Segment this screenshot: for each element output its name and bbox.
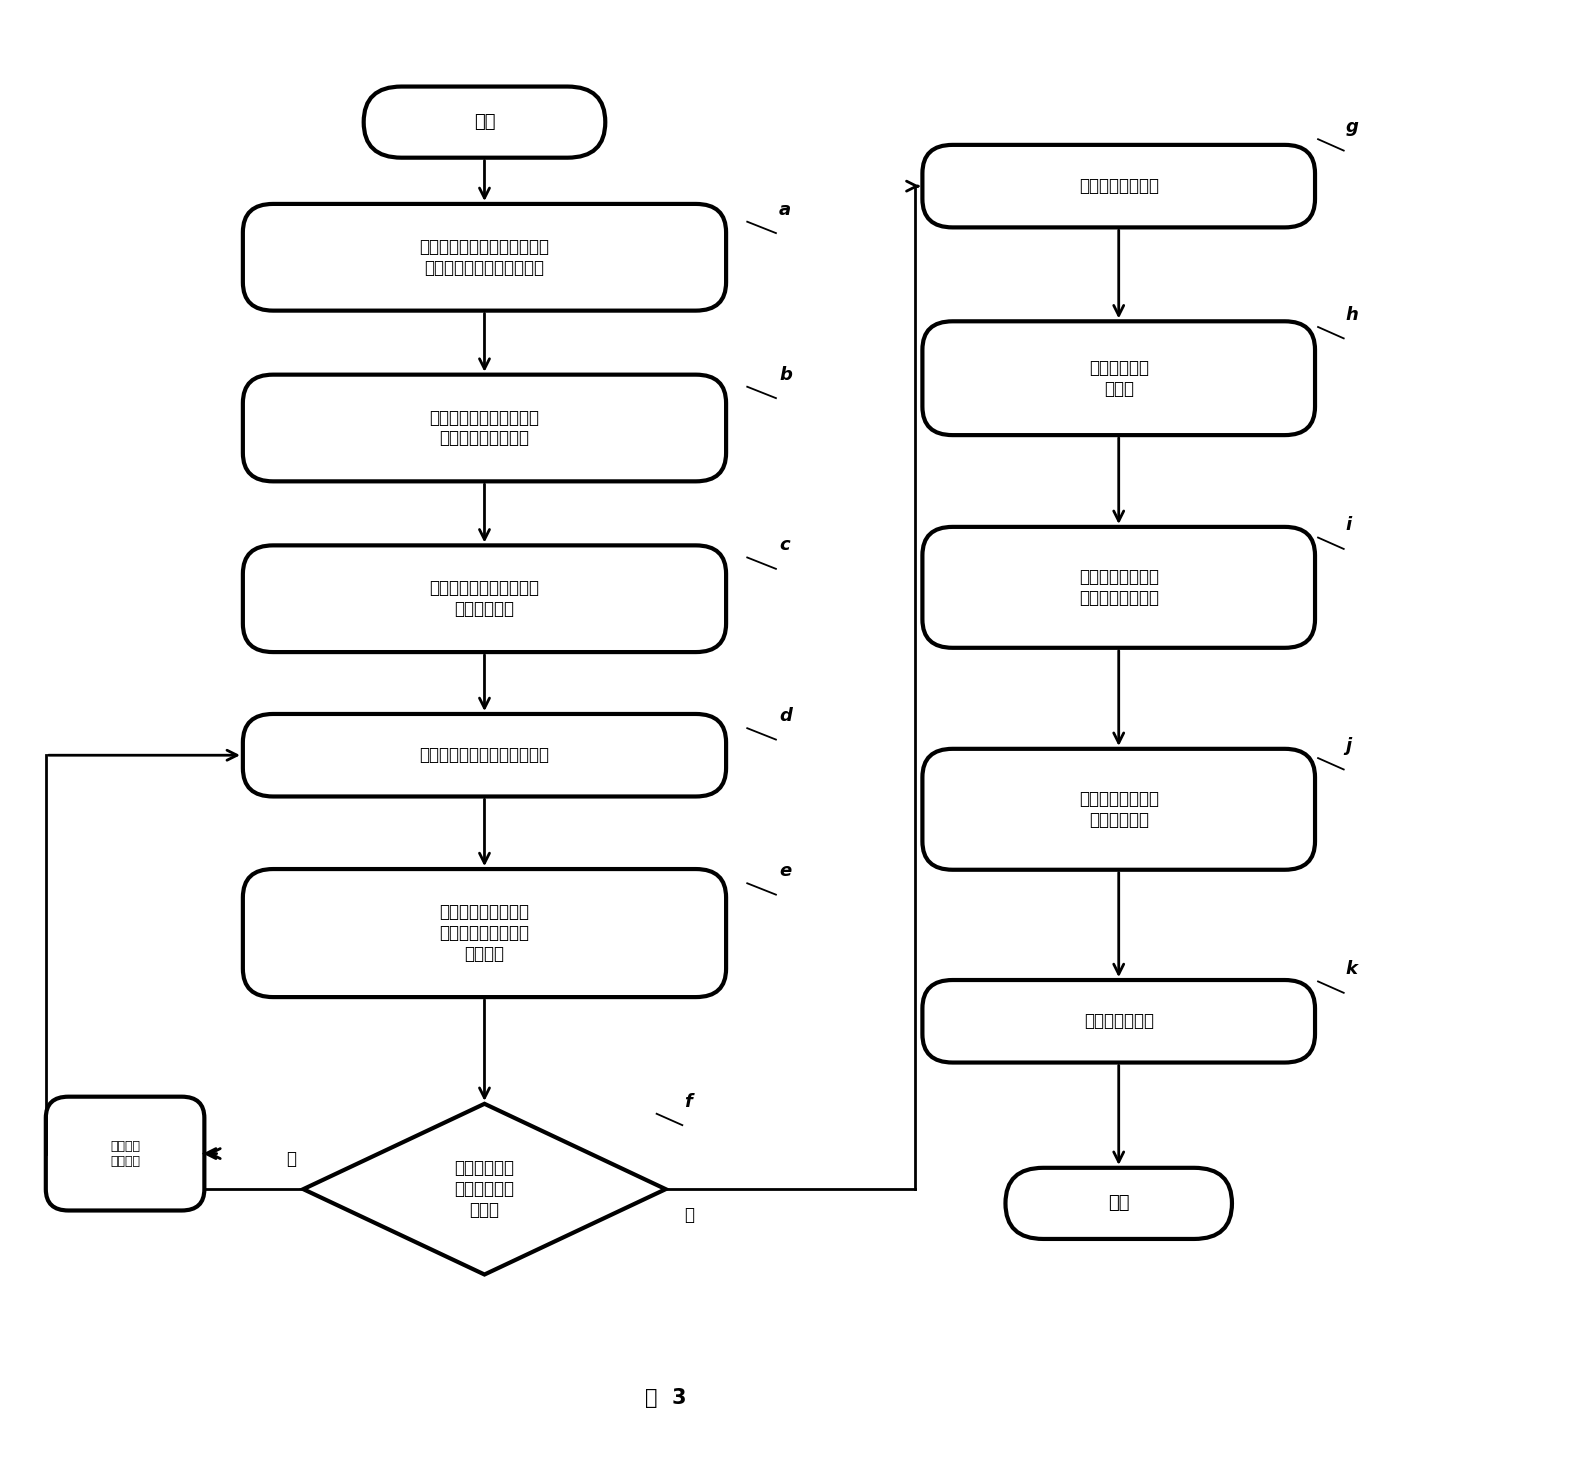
Text: 获得轧辊直线段与圆弧段
的柱坐标方程: 获得轧辊直线段与圆弧段 的柱坐标方程 bbox=[429, 579, 540, 618]
Text: 开始: 开始 bbox=[473, 113, 495, 130]
Text: 绘制出三辊行星轧
机轧辊二维轮廓图: 绘制出三辊行星轧 机轧辊二维轮廓图 bbox=[1079, 568, 1159, 606]
Text: 平整段的接触
线与轧制线是
否平行: 平整段的接触 线与轧制线是 否平行 bbox=[455, 1159, 514, 1220]
FancyBboxPatch shape bbox=[242, 714, 727, 796]
Text: b: b bbox=[779, 366, 791, 384]
Text: 建立辊型设计程序与图形输出
软件的连接，创建绘图文件: 建立辊型设计程序与图形输出 软件的连接，创建绘图文件 bbox=[420, 239, 549, 277]
Text: 保存并输出图形: 保存并输出图形 bbox=[1084, 1012, 1153, 1030]
Text: g: g bbox=[1345, 119, 1357, 136]
FancyBboxPatch shape bbox=[363, 86, 606, 157]
Text: i: i bbox=[1345, 516, 1351, 535]
Text: f: f bbox=[684, 1092, 692, 1110]
Text: 否: 否 bbox=[286, 1150, 296, 1168]
Text: 是: 是 bbox=[684, 1206, 694, 1224]
FancyBboxPatch shape bbox=[242, 545, 727, 652]
Polygon shape bbox=[304, 1104, 665, 1275]
Text: a: a bbox=[779, 200, 791, 218]
FancyBboxPatch shape bbox=[242, 868, 727, 997]
FancyBboxPatch shape bbox=[242, 205, 727, 311]
FancyBboxPatch shape bbox=[922, 322, 1315, 436]
FancyBboxPatch shape bbox=[1005, 1168, 1232, 1239]
Text: c: c bbox=[779, 536, 790, 554]
Text: 计算全局坐标系与轧辊局
部坐标系的转换矩阵: 计算全局坐标系与轧辊局 部坐标系的转换矩阵 bbox=[429, 409, 540, 448]
FancyBboxPatch shape bbox=[922, 980, 1315, 1063]
FancyBboxPatch shape bbox=[922, 528, 1315, 648]
FancyBboxPatch shape bbox=[46, 1097, 204, 1211]
Text: 获得半整段半锥角: 获得半整段半锥角 bbox=[1079, 178, 1159, 196]
Text: 输入轧机几何参数和工艺参数: 输入轧机几何参数和工艺参数 bbox=[420, 747, 549, 765]
Text: 应用噌合方程法迭代
求解计算轧辊与轧件
的接触线: 应用噌合方程法迭代 求解计算轧辊与轧件 的接触线 bbox=[439, 903, 530, 963]
Text: j: j bbox=[1345, 737, 1351, 754]
FancyBboxPatch shape bbox=[922, 748, 1315, 870]
Text: d: d bbox=[779, 707, 791, 725]
Text: 输出三辊行星轧辊
机轧辊加工图: 输出三辊行星轧辊 机轧辊加工图 bbox=[1079, 790, 1159, 828]
Text: 图  3: 图 3 bbox=[645, 1389, 686, 1408]
Text: k: k bbox=[1345, 960, 1357, 978]
Text: e: e bbox=[779, 863, 791, 880]
Text: h: h bbox=[1345, 305, 1357, 325]
Text: 重输平整
段半锥角: 重输平整 段半锥角 bbox=[110, 1140, 140, 1168]
FancyBboxPatch shape bbox=[242, 375, 727, 482]
FancyBboxPatch shape bbox=[922, 145, 1315, 227]
Text: 结束: 结束 bbox=[1107, 1194, 1129, 1212]
Text: 计算轧辊其它
各参数: 计算轧辊其它 各参数 bbox=[1089, 359, 1148, 397]
